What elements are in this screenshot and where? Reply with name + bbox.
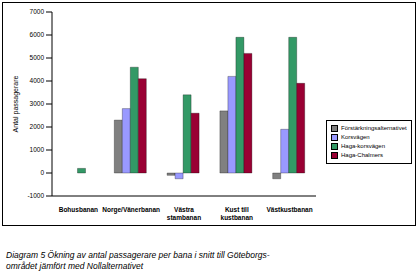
svg-text:6000: 6000 [30,31,45,38]
svg-text:Kust tillkustbanan: Kust tillkustbanan [221,206,254,220]
svg-text:3000: 3000 [30,100,45,107]
svg-text:7000: 7000 [30,8,45,15]
svg-text:5000: 5000 [30,54,45,61]
svg-text:0: 0 [40,169,44,176]
svg-text:Bohusbanan: Bohusbanan [59,206,98,213]
svg-text:Västrastambanan: Västrastambanan [167,206,201,220]
html-text:Haga-korsvägen: Haga-korsvägen [341,143,385,149]
svg-text:4000: 4000 [30,77,45,84]
svg-text:Västkustbanan: Västkustbanan [266,206,312,213]
svg-text:-1000: -1000 [27,192,44,199]
svg-text:1000: 1000 [30,146,45,153]
html-text:Förstärkningsalternativet: Förstärkningsalternativet [341,125,407,131]
svg-text:Antal passagerare: Antal passagerare [12,75,20,132]
html-text:Diagram 5 Ökning av antal pass: Diagram 5 Ökning av antal passagerare pe… [6,250,270,271]
svg-text:2000: 2000 [30,123,45,130]
html-text:Haga-Chalmers: Haga-Chalmers [341,152,383,158]
html-text:Korsvägen: Korsvägen [341,134,370,140]
svg-text:Norge/Vänerbanan: Norge/Vänerbanan [102,206,160,214]
